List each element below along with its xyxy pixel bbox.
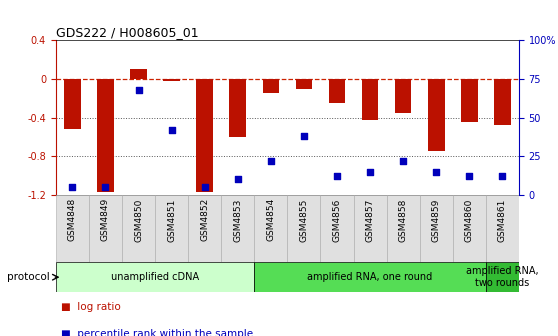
Text: GSM4853: GSM4853 xyxy=(233,198,242,242)
Bar xyxy=(254,195,287,262)
Bar xyxy=(395,79,411,113)
Bar xyxy=(188,195,221,262)
Point xyxy=(233,177,242,182)
Point xyxy=(398,158,407,164)
Bar xyxy=(387,195,420,262)
Text: GSM4851: GSM4851 xyxy=(167,198,176,242)
Bar xyxy=(89,195,122,262)
Bar xyxy=(263,79,279,93)
Bar xyxy=(196,79,213,192)
Bar xyxy=(130,69,147,79)
Text: GSM4849: GSM4849 xyxy=(101,198,110,242)
Bar xyxy=(229,79,246,137)
Text: GDS222 / H008605_01: GDS222 / H008605_01 xyxy=(56,26,199,39)
Text: GSM4859: GSM4859 xyxy=(432,198,441,242)
Point xyxy=(333,174,341,179)
Bar xyxy=(486,262,519,292)
Bar xyxy=(64,79,80,129)
Text: amplified RNA, one round: amplified RNA, one round xyxy=(307,272,432,282)
Text: GSM4850: GSM4850 xyxy=(134,198,143,242)
Bar xyxy=(461,79,478,122)
Text: GSM4857: GSM4857 xyxy=(365,198,374,242)
Bar xyxy=(155,195,188,262)
Point xyxy=(68,184,77,190)
Point xyxy=(365,169,374,174)
Text: ■  log ratio: ■ log ratio xyxy=(61,302,121,312)
Text: protocol: protocol xyxy=(7,272,50,282)
Bar xyxy=(97,79,114,192)
Text: GSM4848: GSM4848 xyxy=(68,198,77,242)
Point xyxy=(101,184,110,190)
Text: GSM4855: GSM4855 xyxy=(300,198,309,242)
Bar xyxy=(163,79,180,81)
Point xyxy=(167,127,176,133)
Bar xyxy=(287,195,320,262)
Point xyxy=(498,174,507,179)
Point xyxy=(200,184,209,190)
Text: amplified RNA,
two rounds: amplified RNA, two rounds xyxy=(466,266,538,288)
Point xyxy=(134,87,143,92)
Bar xyxy=(56,195,89,262)
Text: ■  percentile rank within the sample: ■ percentile rank within the sample xyxy=(61,329,253,336)
Bar xyxy=(453,195,486,262)
Text: GSM4856: GSM4856 xyxy=(333,198,341,242)
Point xyxy=(300,133,309,139)
Bar xyxy=(254,262,486,292)
Bar xyxy=(221,195,254,262)
Text: GSM4861: GSM4861 xyxy=(498,198,507,242)
Bar xyxy=(122,195,155,262)
Bar xyxy=(420,195,453,262)
Bar xyxy=(296,79,312,89)
Text: GSM4852: GSM4852 xyxy=(200,198,209,242)
Bar xyxy=(494,79,511,125)
Bar xyxy=(329,79,345,103)
Bar xyxy=(428,79,445,152)
Bar xyxy=(362,79,378,120)
Text: unamplified cDNA: unamplified cDNA xyxy=(111,272,199,282)
Bar xyxy=(320,195,354,262)
Bar xyxy=(56,262,254,292)
Bar xyxy=(354,195,387,262)
Point xyxy=(465,174,474,179)
Text: GSM4854: GSM4854 xyxy=(266,198,275,242)
Text: GSM4858: GSM4858 xyxy=(398,198,408,242)
Point xyxy=(266,158,275,164)
Text: GSM4860: GSM4860 xyxy=(465,198,474,242)
Point xyxy=(432,169,441,174)
Bar xyxy=(486,195,519,262)
